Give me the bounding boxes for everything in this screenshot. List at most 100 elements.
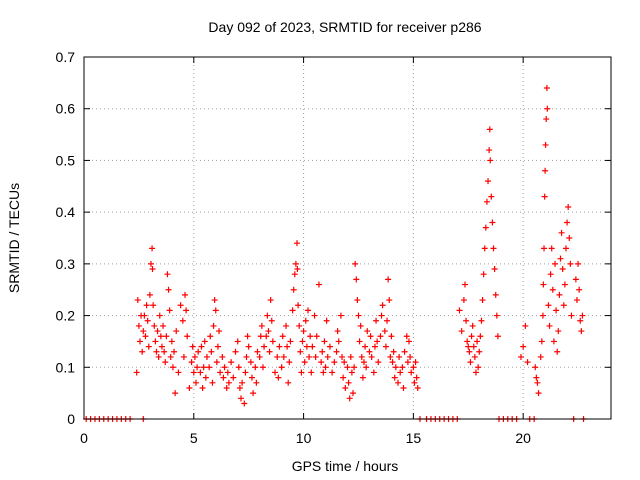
data-point bbox=[157, 333, 164, 340]
data-point bbox=[153, 348, 160, 355]
data-point bbox=[549, 286, 556, 293]
data-point bbox=[388, 333, 395, 340]
axis-ticks bbox=[83, 56, 611, 420]
data-point bbox=[399, 364, 406, 371]
data-point bbox=[293, 240, 300, 247]
data-point bbox=[357, 322, 364, 329]
data-point bbox=[286, 359, 293, 366]
x-tick-label: 0 bbox=[80, 430, 88, 446]
data-point bbox=[306, 353, 313, 360]
data-point bbox=[155, 353, 162, 360]
data-point bbox=[192, 379, 199, 386]
data-point bbox=[230, 374, 237, 381]
data-point bbox=[360, 359, 367, 366]
data-point bbox=[171, 348, 178, 355]
data-point bbox=[257, 333, 264, 340]
data-point bbox=[134, 297, 141, 304]
data-point bbox=[555, 328, 562, 335]
data-point bbox=[244, 333, 251, 340]
data-point bbox=[323, 317, 330, 324]
grid bbox=[84, 57, 611, 419]
data-point bbox=[276, 343, 283, 350]
data-point bbox=[278, 364, 285, 371]
data-point bbox=[378, 312, 385, 319]
data-point bbox=[211, 297, 218, 304]
data-point bbox=[318, 359, 325, 366]
data-point bbox=[199, 384, 206, 391]
data-point bbox=[373, 317, 380, 324]
data-point bbox=[565, 203, 572, 210]
data-point bbox=[253, 379, 260, 386]
data-point bbox=[339, 353, 346, 360]
data-point bbox=[238, 395, 245, 402]
data-point bbox=[463, 317, 470, 324]
data-point bbox=[554, 348, 561, 355]
y-tick-label: 0.3 bbox=[56, 256, 76, 272]
data-point bbox=[480, 271, 487, 278]
data-point bbox=[346, 395, 353, 402]
data-point bbox=[311, 312, 318, 319]
data-point bbox=[467, 359, 474, 366]
data-point bbox=[223, 384, 230, 391]
data-point bbox=[144, 317, 151, 324]
data-point bbox=[275, 374, 282, 381]
data-point bbox=[392, 364, 399, 371]
data-point bbox=[404, 359, 411, 366]
data-point bbox=[149, 266, 156, 273]
data-point bbox=[472, 369, 479, 376]
data-point bbox=[576, 286, 583, 293]
data-point bbox=[487, 157, 494, 164]
data-point bbox=[345, 379, 352, 386]
data-point bbox=[322, 364, 329, 371]
data-point bbox=[465, 343, 472, 350]
data-point bbox=[208, 348, 215, 355]
data-point bbox=[476, 348, 483, 355]
y-tick-labels: 0 0.1 0.2 0.3 0.4 0.5 0.6 0.7 bbox=[56, 49, 76, 427]
data-point bbox=[284, 343, 291, 350]
data-point bbox=[486, 147, 493, 154]
data-point bbox=[213, 359, 220, 366]
data-point bbox=[469, 322, 476, 329]
data-point bbox=[492, 291, 499, 298]
data-point bbox=[235, 364, 242, 371]
data-point bbox=[545, 302, 552, 309]
data-point bbox=[194, 364, 201, 371]
x-axis-label: GPS time / hours bbox=[292, 458, 399, 474]
data-point bbox=[321, 338, 328, 345]
data-point bbox=[241, 400, 248, 407]
data-point bbox=[248, 374, 255, 381]
data-point bbox=[320, 369, 327, 376]
data-point bbox=[143, 302, 150, 309]
data-point bbox=[149, 245, 156, 252]
data-point bbox=[269, 338, 276, 345]
data-point bbox=[160, 322, 167, 329]
data-point bbox=[295, 302, 302, 309]
data-point bbox=[362, 343, 369, 350]
data-point bbox=[287, 338, 294, 345]
data-point bbox=[391, 374, 398, 381]
data-point bbox=[579, 312, 586, 319]
data-point bbox=[289, 307, 296, 314]
data-point bbox=[340, 374, 347, 381]
data-point bbox=[412, 359, 419, 366]
data-point bbox=[216, 328, 223, 335]
data-point bbox=[485, 178, 492, 185]
data-point bbox=[315, 281, 322, 288]
data-point bbox=[300, 328, 307, 335]
data-point bbox=[537, 353, 544, 360]
data-point bbox=[370, 369, 377, 376]
data-point bbox=[252, 364, 259, 371]
data-point bbox=[266, 348, 273, 355]
data-point bbox=[296, 322, 303, 329]
data-point bbox=[493, 312, 500, 319]
data-point bbox=[541, 193, 548, 200]
data-point bbox=[550, 338, 557, 345]
data-point bbox=[219, 353, 226, 360]
y-tick-label: 0.1 bbox=[56, 359, 76, 375]
data-point bbox=[207, 333, 214, 340]
data-point bbox=[302, 317, 309, 324]
data-point bbox=[156, 312, 163, 319]
data-point bbox=[263, 333, 270, 340]
x-tick-label: 5 bbox=[190, 430, 198, 446]
data-point bbox=[348, 369, 355, 376]
